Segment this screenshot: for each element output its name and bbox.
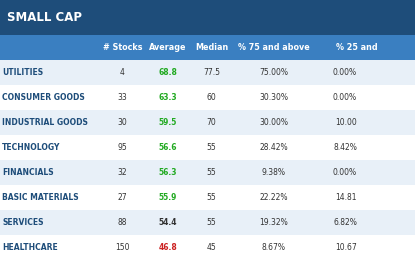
Text: HEALTHCARE: HEALTHCARE	[2, 243, 58, 252]
Text: 54.4: 54.4	[159, 218, 177, 228]
Text: 30.00%: 30.00%	[259, 118, 288, 127]
Text: 63.3: 63.3	[159, 93, 177, 102]
Text: 6.82%: 6.82%	[333, 218, 357, 228]
Text: 30: 30	[117, 118, 127, 127]
Text: 68.8: 68.8	[159, 68, 178, 77]
Text: % 25 and: % 25 and	[336, 43, 378, 52]
Text: SERVICES: SERVICES	[2, 218, 44, 228]
Text: 56.3: 56.3	[159, 168, 177, 177]
Text: INDUSTRIAL GOODS: INDUSTRIAL GOODS	[2, 118, 88, 127]
Text: 77.5: 77.5	[203, 68, 220, 77]
Text: 32: 32	[117, 168, 127, 177]
FancyBboxPatch shape	[0, 160, 415, 185]
FancyBboxPatch shape	[0, 210, 415, 236]
Text: 22.22%: 22.22%	[260, 193, 288, 202]
Text: 0.00%: 0.00%	[333, 68, 357, 77]
Text: 19.32%: 19.32%	[259, 218, 288, 228]
Text: 28.42%: 28.42%	[260, 143, 288, 152]
Text: 60: 60	[207, 93, 217, 102]
Text: 10.67: 10.67	[335, 243, 357, 252]
Text: 55: 55	[207, 143, 217, 152]
Text: TECHNOLOGY: TECHNOLOGY	[2, 143, 61, 152]
Text: 0.00%: 0.00%	[333, 93, 357, 102]
Text: 55.9: 55.9	[159, 193, 177, 202]
Text: 55: 55	[207, 218, 217, 228]
Text: Average: Average	[149, 43, 187, 52]
Text: 0.00%: 0.00%	[333, 168, 357, 177]
Text: 27: 27	[117, 193, 127, 202]
FancyBboxPatch shape	[0, 85, 415, 110]
Text: 33: 33	[117, 93, 127, 102]
Text: 4: 4	[120, 68, 125, 77]
FancyBboxPatch shape	[0, 35, 415, 60]
Text: 46.8: 46.8	[159, 243, 178, 252]
Text: 30.30%: 30.30%	[259, 93, 288, 102]
FancyBboxPatch shape	[0, 236, 415, 260]
Text: 8.67%: 8.67%	[262, 243, 286, 252]
Text: 56.6: 56.6	[159, 143, 177, 152]
Text: FINANCIALS: FINANCIALS	[2, 168, 54, 177]
Text: 88: 88	[118, 218, 127, 228]
Text: BASIC MATERIALS: BASIC MATERIALS	[2, 193, 79, 202]
Text: 45: 45	[207, 243, 217, 252]
Text: 10.00: 10.00	[335, 118, 357, 127]
Text: 59.5: 59.5	[159, 118, 177, 127]
Text: 9.38%: 9.38%	[262, 168, 286, 177]
Text: 55: 55	[207, 193, 217, 202]
FancyBboxPatch shape	[0, 60, 415, 85]
Text: SMALL CAP: SMALL CAP	[7, 11, 83, 24]
FancyBboxPatch shape	[0, 135, 415, 160]
Text: CONSUMER GOODS: CONSUMER GOODS	[2, 93, 85, 102]
Text: 8.42%: 8.42%	[333, 143, 357, 152]
Text: 14.81: 14.81	[335, 193, 357, 202]
Text: UTILITIES: UTILITIES	[2, 68, 43, 77]
Text: % 75 and above: % 75 and above	[238, 43, 310, 52]
FancyBboxPatch shape	[0, 185, 415, 210]
FancyBboxPatch shape	[0, 110, 415, 135]
Text: 150: 150	[115, 243, 129, 252]
Text: 95: 95	[117, 143, 127, 152]
Text: 55: 55	[207, 168, 217, 177]
FancyBboxPatch shape	[0, 0, 415, 35]
Text: 75.00%: 75.00%	[259, 68, 288, 77]
Text: 70: 70	[207, 118, 217, 127]
Text: Median: Median	[195, 43, 228, 52]
Text: # Stocks: # Stocks	[103, 43, 142, 52]
